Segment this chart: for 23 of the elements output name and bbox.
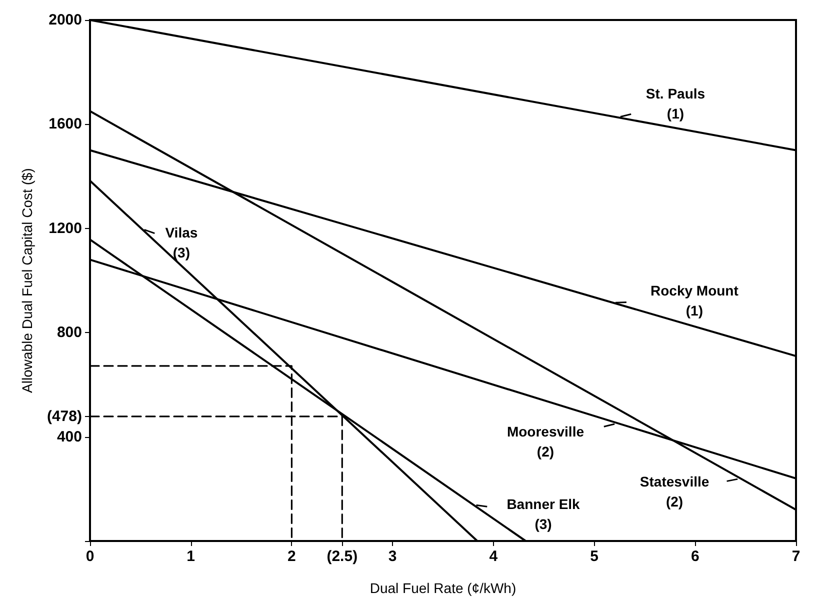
x-tick-label: 4 (489, 548, 498, 565)
x-tick-label: 7 (792, 548, 800, 565)
annotation: Mooresville (2) (506, 423, 584, 460)
annotation: Rocky Mount (1) (650, 282, 739, 319)
x-tick-label: 5 (590, 548, 598, 565)
x-tick-label: 0 (86, 548, 94, 565)
x-tick-label: (2.5) (326, 548, 358, 565)
annotation: St. Pauls (1) (646, 85, 706, 122)
x-tick-label: 3 (388, 548, 397, 565)
annotation: Vilas (3) (165, 224, 198, 261)
y-tick-label: (478) (46, 408, 82, 425)
x-tick-label: 2 (288, 548, 296, 565)
y-tick-label: 2000 (48, 12, 82, 28)
y-axis-title: Allowable Dual Fuel Capital Cost ($) (19, 168, 35, 393)
y-tick-label: 1200 (48, 220, 82, 237)
y-tick-label: 1600 (48, 116, 82, 133)
annotation: Banner Elk (3) (506, 496, 580, 532)
y-tick-label: 400 (56, 428, 82, 446)
x-axis-title: Dual Fuel Rate (¢/kWh) (370, 580, 516, 596)
annotation: Statesville (2) (640, 473, 710, 510)
y-tick-label: 800 (56, 324, 82, 342)
x-tick-label: 1 (186, 548, 196, 565)
x-tick-label: 6 (690, 548, 700, 565)
